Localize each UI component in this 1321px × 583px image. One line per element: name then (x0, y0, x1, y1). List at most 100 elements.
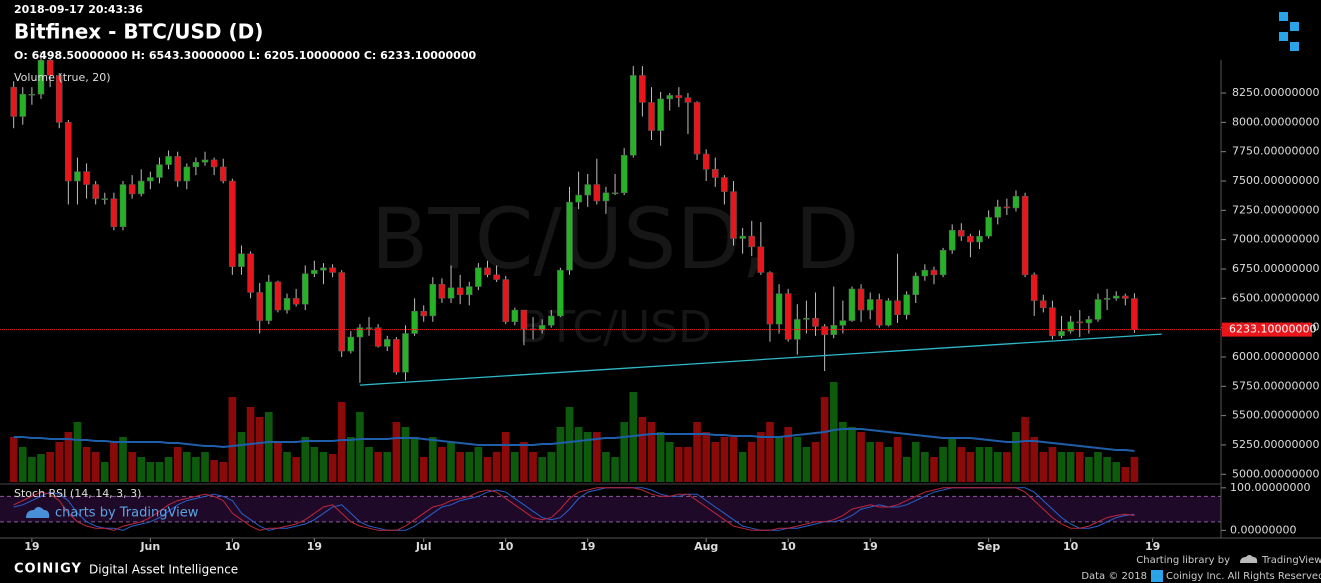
candle-body (666, 95, 673, 100)
y-tick-label: 5000.00000000 (1232, 467, 1319, 480)
candle-body (256, 292, 263, 321)
volume-bar (565, 407, 574, 482)
volume-bar (993, 452, 1002, 482)
volume-bar (547, 452, 556, 482)
volume-bar (283, 452, 291, 482)
candle-body (229, 180, 236, 267)
y-tick-label: 6500.00000000 (1232, 291, 1319, 304)
volume-bar (146, 462, 155, 482)
watermark: BTC/USD, D BTC/USD (371, 190, 860, 353)
volume-bar (529, 452, 537, 482)
chart-title: Bitfinex - BTC/USD (D) (14, 20, 263, 44)
volume-bar (128, 452, 136, 482)
volume-bar (921, 452, 929, 482)
x-tick-label: Aug (694, 540, 718, 553)
candle-body (1094, 299, 1102, 320)
y-tick-label: 7250.00000000 (1232, 203, 1319, 216)
x-tick-label: Jun (139, 540, 160, 553)
volume-bar (638, 417, 647, 482)
y-tick-label: 7500.00000000 (1232, 174, 1319, 187)
volume-bar (939, 447, 947, 482)
candle-body (320, 267, 327, 271)
volume-bar (328, 454, 337, 482)
candle-body (1112, 295, 1120, 299)
volume-bar (511, 452, 519, 482)
volume-bar (711, 442, 720, 482)
volume-bar (857, 432, 865, 482)
volume-bar (1075, 452, 1084, 482)
volume-bar (647, 422, 656, 482)
last-price-label: 6233.10000000 (1229, 323, 1316, 336)
candle-body (976, 235, 983, 243)
candle-body (301, 273, 309, 305)
candle-body (420, 310, 427, 317)
volume-bar (702, 432, 710, 482)
logo-square (1290, 42, 1299, 51)
logo-square (1279, 32, 1288, 41)
volume-bar (201, 452, 209, 482)
candle-body (1085, 319, 1093, 324)
volume-bar (602, 452, 610, 482)
volume-bar (911, 442, 920, 482)
volume-bar (438, 447, 446, 482)
tv-icon (1240, 555, 1258, 563)
candle-body (812, 318, 819, 327)
volume-bar (319, 452, 328, 482)
volume-bar (793, 437, 802, 482)
volume-bar (429, 437, 437, 482)
volume-bar (866, 442, 874, 482)
volume-bar (137, 457, 146, 482)
branding[interactable]: charts by TradingView (55, 506, 199, 521)
candle-body (110, 198, 118, 228)
candle-body (411, 310, 418, 334)
volume-bar (729, 437, 738, 482)
volume-bar (1130, 457, 1139, 482)
library-name[interactable]: TradingView (1261, 555, 1321, 566)
candle-body (693, 102, 701, 155)
volume-bar (829, 382, 838, 482)
candle-body (584, 184, 591, 196)
volume-bar (520, 442, 528, 482)
x-tick-label: 19 (1145, 540, 1160, 553)
candle-body (730, 191, 737, 239)
candle-body (347, 336, 355, 352)
volume-bar (747, 442, 756, 482)
candle-body (156, 164, 163, 178)
volume-bar (392, 422, 401, 482)
candle-body (766, 272, 774, 325)
volume-bar (274, 442, 282, 482)
stoch-band (0, 496, 1221, 522)
volume-bar (447, 442, 455, 482)
candle-body (192, 161, 200, 168)
candle-body (384, 339, 391, 347)
volume-bar (337, 402, 346, 482)
volume-bar (930, 457, 938, 482)
candle-body (757, 246, 765, 273)
volume-bar (100, 462, 109, 482)
volume-bar (556, 427, 565, 482)
tradingview-badge[interactable]: charts by TradingView (26, 506, 199, 521)
logo-square (1279, 12, 1288, 21)
candle-body (174, 156, 181, 182)
y-tick-label: 6000.00000000 (1232, 350, 1319, 363)
candle-body (566, 201, 573, 271)
volume-bar (164, 457, 173, 482)
candle-body (1131, 298, 1138, 330)
volume-bar (55, 442, 64, 482)
volume-bar (91, 452, 100, 482)
candle-body (201, 159, 209, 163)
candle-body (803, 318, 810, 320)
candle-body (393, 339, 400, 373)
candle-body (92, 184, 99, 199)
stoch-tick-label: 0.00000000 (1230, 523, 1296, 536)
candle-body (930, 269, 938, 276)
volume-bar (182, 452, 191, 482)
volume-bar (811, 442, 820, 482)
volume-bar (574, 427, 583, 482)
volume-bar (492, 452, 501, 482)
candle-body (912, 275, 920, 296)
y-tick-label: 5750.00000000 (1232, 379, 1319, 392)
candle-body (374, 327, 382, 347)
candle-body (1021, 196, 1029, 276)
volume-bar (1103, 457, 1111, 482)
